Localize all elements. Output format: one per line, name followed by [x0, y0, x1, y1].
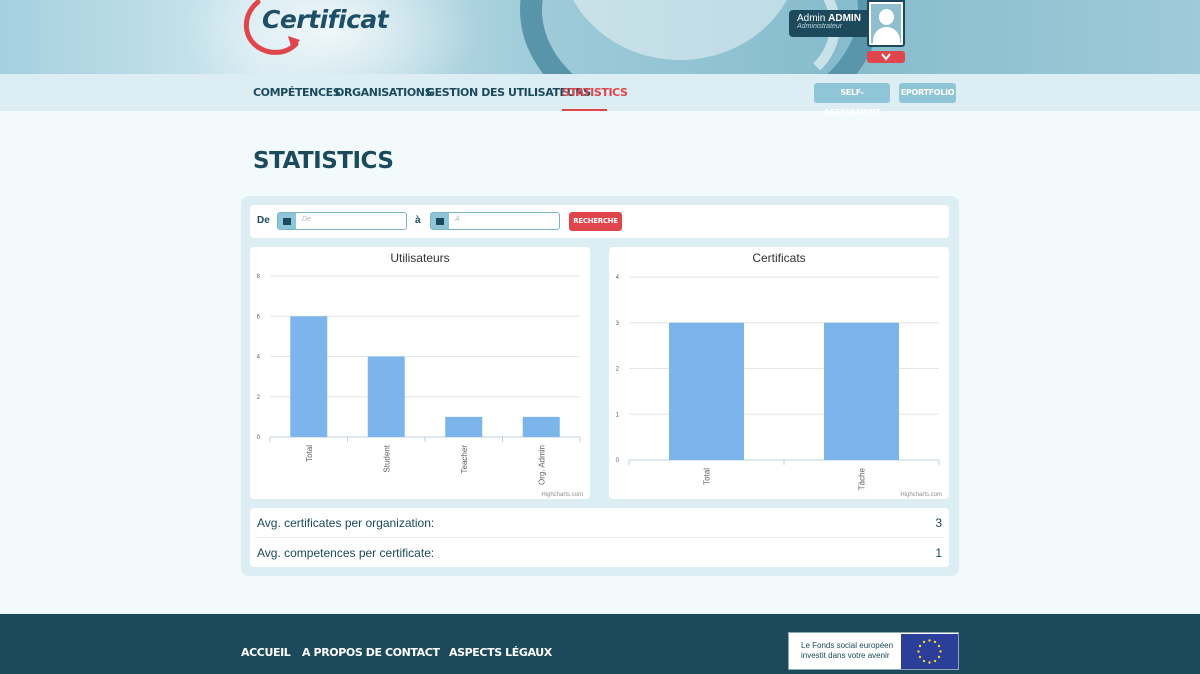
- eu-star: [928, 639, 931, 642]
- footer-link-about[interactable]: A propos de: [302, 646, 382, 659]
- header-decoration: [180, 0, 480, 74]
- y-tick-label: 4: [257, 355, 261, 361]
- user-name: Admin ADMIN: [797, 13, 861, 24]
- from-date-placeholder: De: [302, 216, 311, 223]
- stats-row: Avg. certificates per organization: 3: [250, 508, 949, 537]
- chart-title: Utilisateurs: [390, 251, 449, 265]
- search-button[interactable]: RECHERCHE: [569, 212, 622, 231]
- calendar-icon[interactable]: [431, 213, 449, 229]
- eu-star: [937, 644, 941, 648]
- eu-star: [918, 655, 922, 659]
- bar-0: [290, 316, 328, 437]
- stat-label: Avg. competences per certificate:: [257, 546, 435, 560]
- bar-2: [445, 416, 483, 437]
- bar-0: [669, 322, 744, 460]
- stat-value: 1: [935, 546, 942, 560]
- user-menu-toggle[interactable]: [867, 51, 905, 63]
- from-date-input[interactable]: De: [277, 212, 407, 230]
- to-label: à: [415, 215, 421, 226]
- bar-3: [522, 416, 560, 437]
- user-first-name: Admin: [797, 13, 826, 24]
- x-tick-label: Student: [382, 444, 391, 472]
- eu-fund-badge[interactable]: Le Fonds social européen investit dans v…: [788, 632, 959, 670]
- y-tick-label: 0: [257, 435, 261, 441]
- certificates-bar-chart: Certificats 0 1 2 3 4 Total Tâche Highcharts.com: [616, 251, 942, 498]
- user-last-name: ADMIN: [828, 13, 861, 24]
- y-tick-label: 2: [616, 367, 620, 373]
- logo-swoosh-icon: [243, 0, 300, 55]
- y-tick-label: 1: [616, 412, 620, 418]
- y-tick-label: 3: [616, 321, 620, 327]
- x-tick-label: Org. Admin: [537, 445, 546, 485]
- footer-link-home[interactable]: Accueil: [241, 646, 291, 659]
- nav-active-indicator: [562, 109, 607, 111]
- y-tick-label: 4: [616, 275, 620, 281]
- to-date-placeholder: À: [455, 216, 460, 223]
- y-tick-label: 0: [616, 458, 620, 464]
- brand-logo[interactable]: Certificat: [240, 0, 390, 56]
- footer-link-contact[interactable]: Contact: [385, 646, 440, 659]
- chevron-down-icon: [881, 53, 891, 63]
- y-tick-label: 8: [257, 274, 261, 280]
- footer-link-legal[interactable]: Aspects légaux: [449, 646, 552, 659]
- bar-1: [824, 322, 899, 460]
- eportfolio-button[interactable]: EPORTFOLIO: [899, 83, 956, 103]
- eu-star: [928, 661, 931, 664]
- eu-star: [918, 644, 922, 648]
- user-menu[interactable]: Admin ADMIN Administrateur: [789, 10, 869, 37]
- site-header: Certificat Admin ADMIN Administrateur: [0, 0, 1200, 74]
- self-assessment-button[interactable]: SELF-ASSESSMENT: [814, 83, 890, 117]
- eu-star: [937, 655, 941, 659]
- stats-summary: Avg. certificates per organization: 3 Av…: [250, 508, 949, 567]
- x-tick-label: Total: [703, 468, 712, 485]
- chart-title: Certificats: [752, 251, 805, 265]
- to-date-input[interactable]: À: [430, 212, 560, 230]
- user-role: Administrateur: [797, 23, 843, 30]
- brand-name: Certificat: [262, 5, 389, 34]
- avatar[interactable]: [867, 0, 905, 47]
- users-bar-chart: Utilisateurs 0 2 4 6 8 Total Student Teacher Org.…: [257, 251, 583, 498]
- chart-credit: Highcharts.com: [900, 492, 942, 498]
- main-nav: Compétences Organisations Gestion des ut…: [0, 74, 1200, 117]
- eu-star: [939, 650, 942, 653]
- x-tick-label: Tâche: [858, 467, 867, 490]
- chart-users: Utilisateurs 0 2 4 6 8 Total Student Teacher Org.…: [250, 247, 590, 499]
- y-tick-label: 2: [257, 395, 261, 401]
- chart-certificates: Certificats 0 1 2 3 4 Total Tâche Highcharts.com: [609, 247, 949, 499]
- header-decoration: [700, 0, 840, 74]
- page-title: STATISTICS: [253, 148, 394, 174]
- eu-star: [933, 640, 937, 644]
- calendar-icon[interactable]: [278, 213, 296, 229]
- site-footer: Accueil A propos de Contact Aspects léga…: [0, 614, 1200, 674]
- nav-item-competences[interactable]: Compétences: [253, 86, 341, 99]
- stats-row: Avg. competences per certificate: 1: [250, 538, 949, 567]
- avatar-placeholder-icon: [871, 4, 901, 43]
- eu-star: [933, 659, 937, 663]
- stat-label: Avg. certificates per organization:: [257, 516, 435, 530]
- bar-1: [367, 356, 405, 437]
- y-tick-label: 6: [257, 314, 261, 320]
- eu-star: [922, 640, 926, 644]
- eu-flag-icon: [901, 634, 958, 669]
- nav-item-organisations[interactable]: Organisations: [335, 86, 433, 99]
- stat-value: 3: [935, 516, 942, 530]
- from-label: De: [257, 215, 270, 226]
- eu-star: [922, 659, 926, 663]
- eu-star: [917, 650, 920, 653]
- eu-fund-text: Le Fonds social européen investit dans v…: [801, 641, 894, 660]
- nav-item-statistics[interactable]: Statistics: [562, 86, 628, 99]
- divider: [256, 537, 943, 538]
- x-tick-label: Total: [305, 445, 314, 462]
- nav-item-user-management[interactable]: Gestion des utilisateurs: [426, 86, 591, 99]
- chart-credit: Highcharts.com: [541, 492, 583, 498]
- x-tick-label: Teacher: [460, 445, 469, 474]
